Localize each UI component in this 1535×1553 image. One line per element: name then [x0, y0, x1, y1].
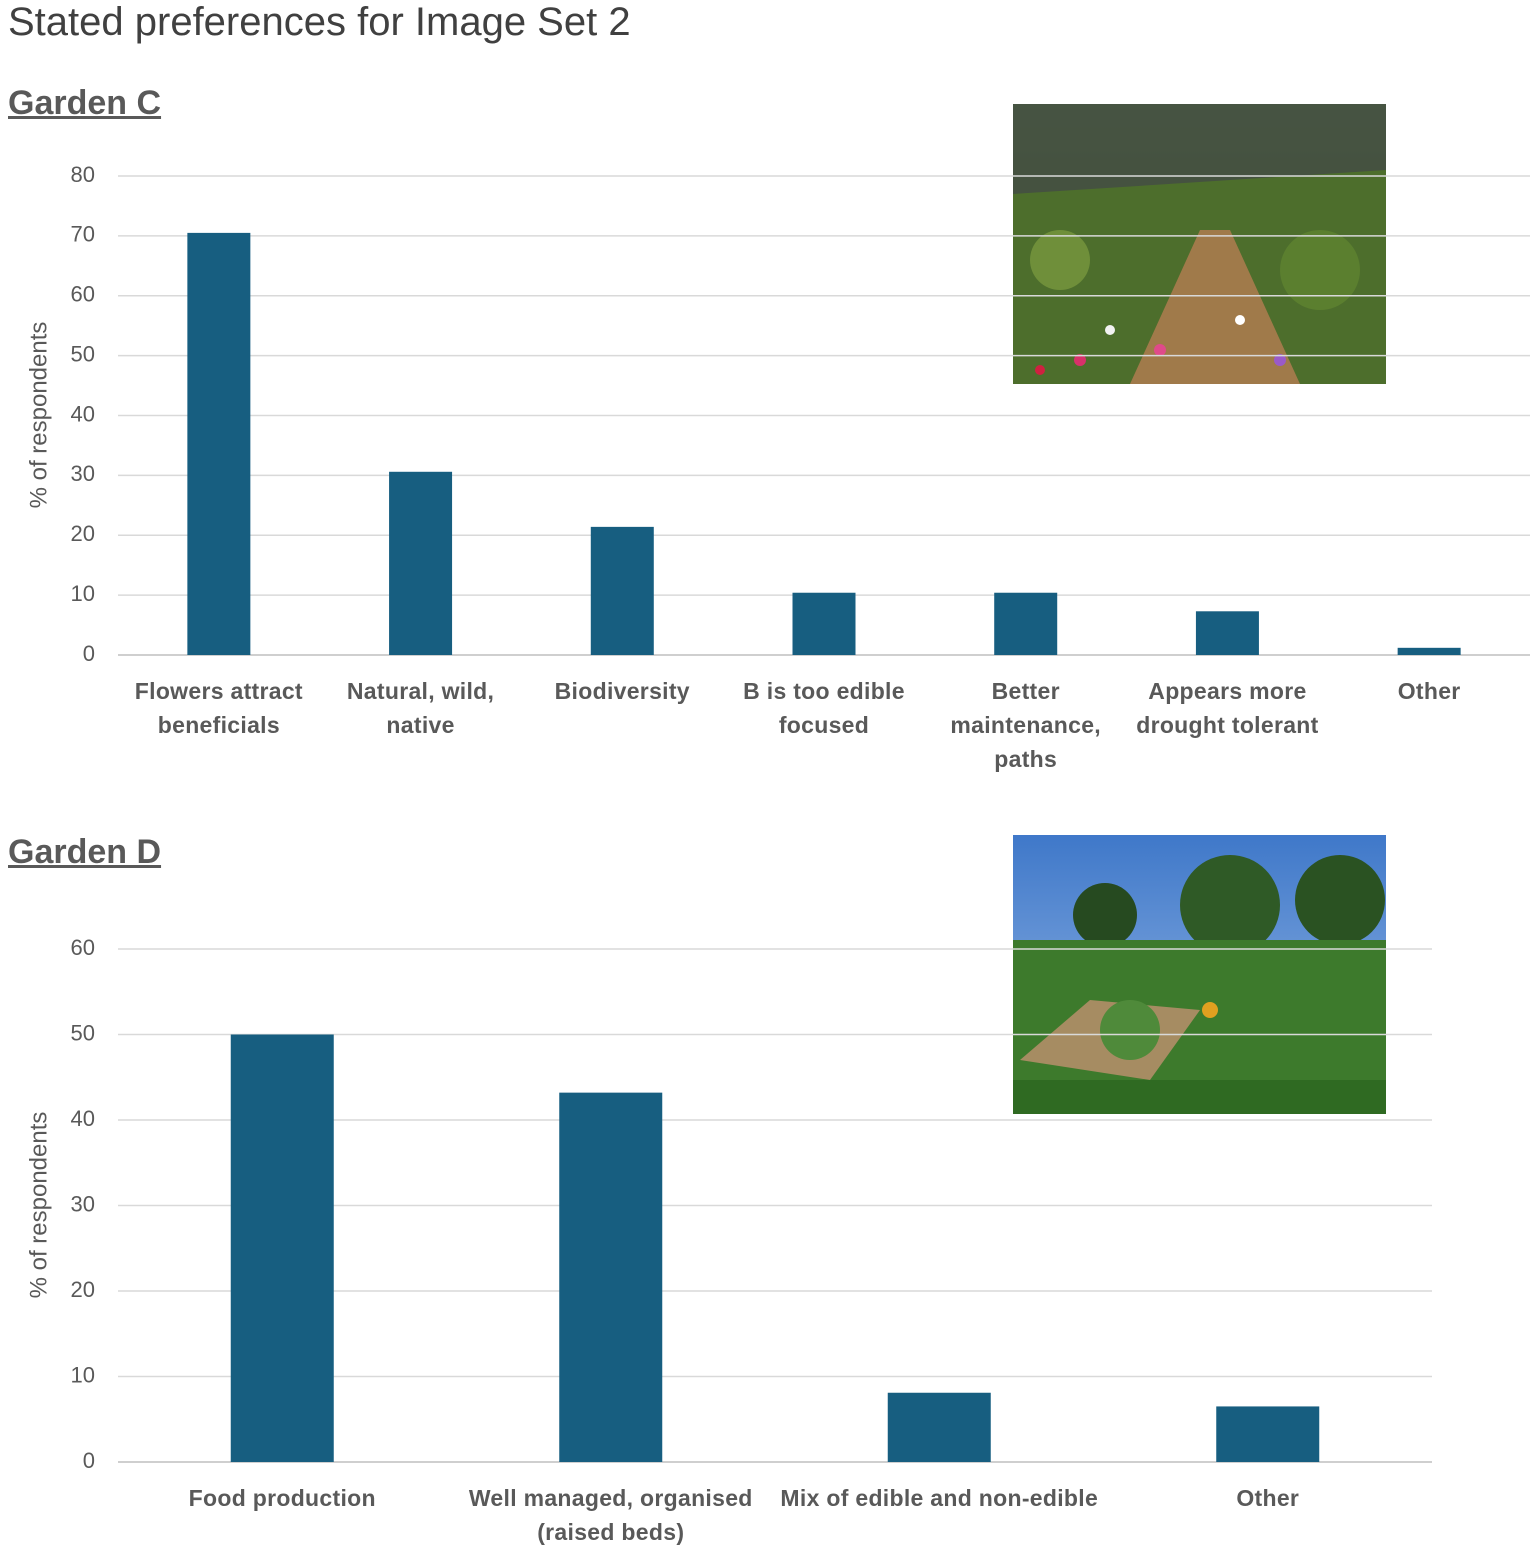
- x-tick-label: Other: [1397, 678, 1461, 704]
- y-tick-label: 40: [71, 1106, 95, 1131]
- y-axis-label: % of respondents: [25, 322, 52, 509]
- x-tick-label: B is too edible focused: [743, 678, 905, 738]
- y-tick-label: 40: [71, 401, 95, 426]
- y-tick-label: 20: [71, 521, 95, 546]
- bar: [887, 1392, 991, 1462]
- bar: [1397, 647, 1461, 655]
- x-tick-label: Food production: [188, 1485, 376, 1511]
- bar: [792, 592, 856, 655]
- x-tick-label: Natural, wild, native: [346, 678, 495, 738]
- chart-title: Garden C: [8, 84, 162, 122]
- bar: [559, 1092, 663, 1462]
- photo-garden-d: [1013, 835, 1386, 1114]
- bar: [230, 1034, 334, 1462]
- x-tick-label: Other: [1236, 1485, 1300, 1511]
- bar: [187, 232, 251, 655]
- y-tick-label: 70: [71, 222, 95, 247]
- x-tick-label: Better maintenance, paths: [950, 678, 1101, 772]
- y-tick-label: 80: [71, 162, 95, 187]
- y-tick-label: 20: [71, 1277, 95, 1302]
- y-tick-label: 60: [71, 282, 95, 307]
- photo-garden-c: [1013, 104, 1386, 384]
- bar: [994, 592, 1058, 655]
- y-tick-label: 0: [83, 1448, 95, 1473]
- x-tick-label: Well managed, organised (raised beds): [468, 1485, 753, 1545]
- y-tick-label: 50: [71, 341, 95, 366]
- y-tick-label: 10: [71, 581, 95, 606]
- y-tick-label: 50: [71, 1020, 95, 1045]
- page-title: Stated preferences for Image Set 2: [8, 0, 631, 44]
- y-tick-label: 30: [71, 1191, 95, 1216]
- x-tick-label: Mix of edible and non-edible: [780, 1485, 1099, 1511]
- bar: [1195, 611, 1259, 655]
- y-tick-label: 0: [83, 641, 95, 666]
- bar: [389, 471, 453, 655]
- y-tick-label: 30: [71, 461, 95, 486]
- chart-title: Garden D: [8, 833, 162, 871]
- x-tick-label: Biodiversity: [554, 678, 690, 704]
- bar: [1216, 1406, 1320, 1462]
- y-tick-label: 60: [71, 935, 95, 960]
- bar: [590, 526, 654, 655]
- y-tick-label: 10: [71, 1362, 95, 1387]
- x-tick-label: Appears more drought tolerant: [1136, 678, 1319, 738]
- x-tick-label: Flowers attract beneficials: [134, 678, 303, 738]
- y-axis-label: % of respondents: [25, 1112, 52, 1299]
